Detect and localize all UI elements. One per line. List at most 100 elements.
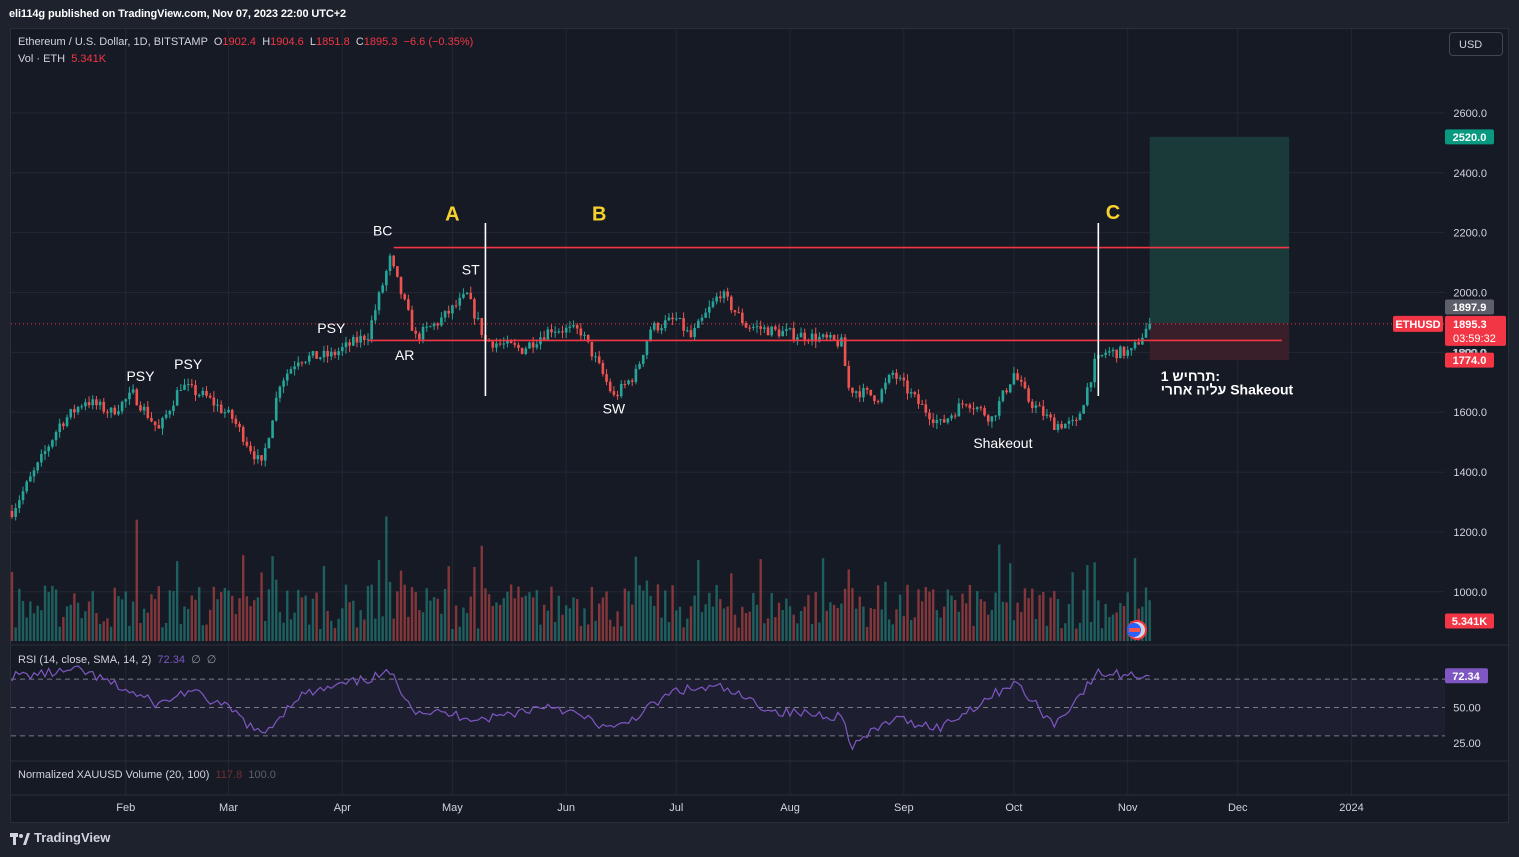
volume-bar (1005, 602, 1008, 641)
volume-bar (366, 585, 370, 641)
candle-body (263, 448, 267, 461)
candle-body (865, 388, 869, 390)
candle-body (142, 406, 146, 411)
candle-body (469, 292, 473, 300)
volume-bar (197, 587, 201, 641)
candle-body (377, 292, 381, 311)
candle-body (399, 276, 403, 295)
volume-bar (157, 586, 160, 641)
candle-body (869, 389, 873, 396)
volume-bar (76, 602, 80, 641)
volume-bar (271, 556, 274, 641)
candle-body (840, 337, 843, 347)
volume-bar (854, 608, 858, 641)
volume-bar (638, 585, 641, 641)
volume-bar (495, 602, 498, 641)
volume-bar (711, 606, 715, 641)
volume-bar (642, 590, 645, 641)
candle-body (51, 440, 54, 447)
volume-bar (1126, 592, 1129, 641)
candle-body (117, 411, 120, 415)
candle-body (84, 402, 87, 407)
currency-button[interactable]: USD (1449, 32, 1503, 56)
candle-body (58, 423, 62, 433)
candle-body (355, 337, 359, 343)
candle-body (1008, 384, 1012, 393)
candle-body (374, 310, 377, 321)
volume-bar (1097, 600, 1100, 641)
candle-body (18, 500, 21, 509)
volume-bar (54, 589, 58, 641)
volume-bar (829, 602, 832, 641)
volume-bar (733, 614, 737, 641)
volume-bar (25, 617, 28, 641)
candle-body (638, 363, 641, 369)
volume-bar (480, 545, 483, 641)
volume-bar (447, 566, 450, 641)
volume-bar (968, 584, 972, 641)
time-tick-label: Sep (894, 802, 914, 814)
open-value: 1902.4 (222, 36, 257, 48)
candle-body (561, 331, 564, 333)
candle-body (451, 305, 454, 314)
candle-body (29, 476, 32, 482)
volume-bar (832, 604, 836, 641)
volume-bar (454, 605, 458, 641)
candle-body (663, 320, 667, 329)
candle-body (1056, 424, 1060, 431)
candle-body (329, 351, 333, 357)
candle-body (979, 407, 983, 409)
volume-bar (763, 623, 766, 641)
volume-bar (443, 588, 447, 641)
candle-body (579, 328, 583, 336)
target-price-tag: 2520.0 (1453, 132, 1487, 144)
volume-bar (755, 604, 759, 641)
volume-bar (179, 623, 183, 641)
volume-bar (216, 599, 219, 641)
volume-bar (700, 612, 704, 641)
volume-bar (458, 626, 461, 641)
time-tick-label: Nov (1118, 802, 1138, 814)
volume-bar (902, 616, 906, 641)
candle-body (201, 390, 205, 396)
volume-bar (58, 626, 61, 641)
candle-body (363, 335, 366, 341)
volume-bar (876, 585, 880, 641)
candle-body (719, 296, 722, 299)
rsi-value-tag-bg (1445, 668, 1488, 684)
rsi-value-tag: 72.34 (1452, 671, 1480, 683)
volume-bar (715, 585, 718, 641)
volume-bar (990, 610, 994, 641)
candle-body (942, 419, 946, 423)
volume-bar (675, 610, 678, 641)
volume-bar (223, 587, 227, 641)
volume-bar (686, 618, 689, 641)
entry-price-tag: 1897.9 (1453, 302, 1487, 314)
volume-bar (377, 560, 381, 641)
volume-bar (807, 595, 810, 641)
candle-body (674, 318, 678, 320)
volume-bar (1020, 612, 1023, 641)
candle-body (891, 372, 895, 375)
stop-zone (1149, 323, 1290, 361)
candle-body (1111, 349, 1115, 352)
rsi-extra-1: ∅ (191, 654, 201, 666)
candle-body (572, 325, 575, 327)
volume-bar (1086, 565, 1089, 641)
xau-volume-value-2: 100.0 (248, 769, 276, 781)
rsi-tick-label: 25.00 (1453, 738, 1481, 750)
volume-bar (506, 591, 509, 641)
candle-body (972, 408, 975, 410)
annotation-label: B (592, 204, 606, 226)
volume-bar (994, 592, 997, 641)
candle-body (913, 392, 917, 395)
candle-body (693, 328, 696, 337)
candle-body (219, 404, 223, 413)
volume-bar (546, 610, 550, 641)
candle-body (447, 310, 451, 314)
candle-body (608, 381, 612, 392)
candle-body (946, 418, 950, 423)
candle-body (682, 318, 685, 331)
candle-body (696, 320, 700, 329)
